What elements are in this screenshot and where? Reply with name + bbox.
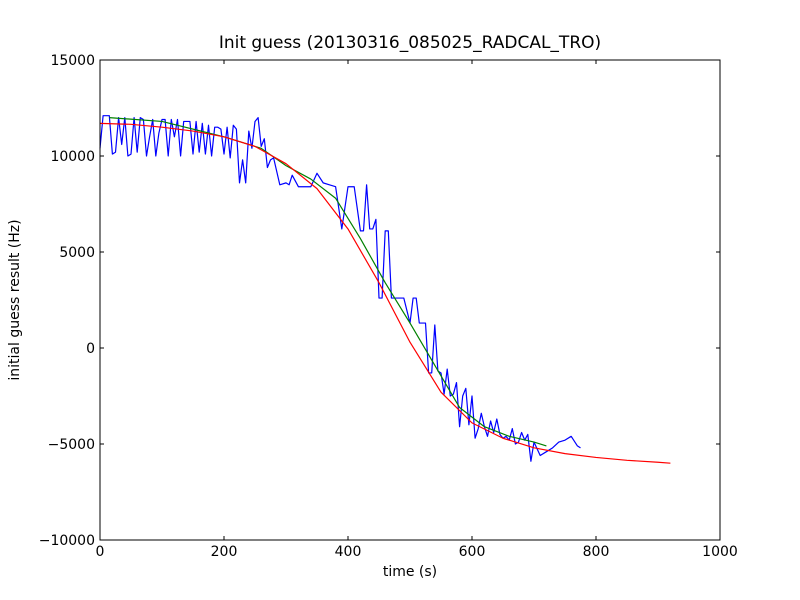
y-tick-label: 10000 [50,149,95,165]
y-tick-label: 5000 [59,245,95,261]
series-layer [99,115,671,464]
x-tick-label: 400 [335,544,362,560]
x-axis: 0 200 400 600 800 1000 [96,60,738,560]
y-tick-label: −10000 [39,533,95,549]
x-tick-label: 800 [583,544,610,560]
y-tick-label: −5000 [48,437,95,453]
plot-frame [99,59,721,541]
x-tick-label: 600 [459,544,486,560]
x-tick-label: 200 [211,544,238,560]
x-axis-label: time (s) [383,564,437,580]
series-line-1 [99,115,581,462]
chart-title: Init guess (20130316_085025_RADCAL_TRO) [219,33,601,53]
y-axis: −10000 −5000 0 5000 10000 15000 [39,53,720,549]
y-tick-label: 15000 [50,53,95,69]
y-axis-label: initial guess result (Hz) [7,219,23,380]
x-tick-label: 0 [96,544,105,560]
x-tick-label: 1000 [702,544,738,560]
y-tick-label: 0 [86,341,95,357]
series-line-3 [99,122,671,464]
